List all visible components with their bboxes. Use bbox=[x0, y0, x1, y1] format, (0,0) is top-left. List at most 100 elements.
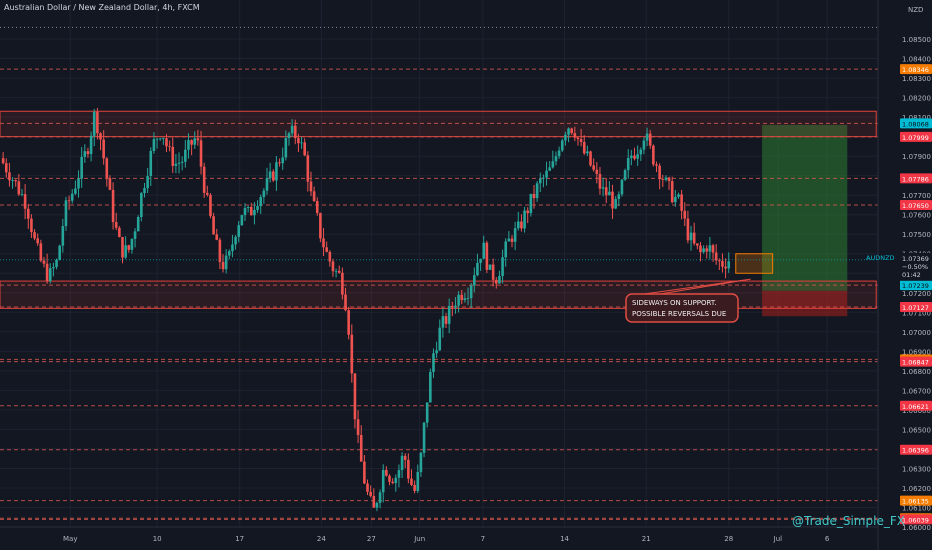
price-badge-label: 1.08346 bbox=[902, 66, 929, 74]
candle-body bbox=[331, 261, 335, 272]
candle-body bbox=[17, 181, 21, 195]
candle-body bbox=[130, 238, 134, 250]
candle-body bbox=[136, 217, 140, 232]
candle-body bbox=[655, 164, 658, 166]
candle-body bbox=[171, 146, 175, 166]
annotation-callout[interactable]: SIDEWAYS ON SUPPORT. POSSIBLE REVERSALS D… bbox=[625, 278, 751, 323]
candle-body bbox=[488, 264, 492, 270]
candle-body bbox=[639, 149, 643, 155]
candle-body bbox=[146, 175, 149, 189]
y-tick-label: 1.08100 bbox=[902, 114, 931, 122]
candle-body bbox=[67, 200, 71, 202]
candle-body bbox=[526, 210, 530, 214]
price-badge-label: 1.06135 bbox=[902, 498, 929, 506]
candle-body bbox=[548, 167, 551, 171]
candle-body bbox=[454, 305, 457, 308]
candle-body bbox=[92, 111, 96, 136]
current-price-box bbox=[900, 252, 932, 281]
candle-body bbox=[372, 495, 376, 508]
candle-body bbox=[26, 208, 30, 219]
candle-body bbox=[202, 166, 206, 193]
current-price-label: AUDNZD 1.07369−0.50%01:42 bbox=[866, 252, 932, 281]
candle-body bbox=[520, 221, 523, 229]
candle-body bbox=[11, 180, 14, 181]
y-tick-label: 1.06100 bbox=[902, 504, 931, 512]
candle-body bbox=[58, 245, 61, 260]
candle-body bbox=[231, 244, 234, 252]
consolidation-box bbox=[735, 253, 774, 274]
candle-body bbox=[293, 125, 297, 139]
candle-body bbox=[124, 245, 127, 258]
current-price-countdown: 01:42 bbox=[902, 271, 921, 279]
candle-body bbox=[636, 154, 639, 159]
candle-body bbox=[400, 455, 404, 471]
candle-body bbox=[460, 294, 464, 301]
currency-label: NZD bbox=[908, 6, 923, 14]
candle-body bbox=[494, 279, 498, 284]
candle-body bbox=[573, 133, 577, 138]
candle-body bbox=[451, 305, 454, 308]
candle-body bbox=[447, 305, 451, 324]
candle-body bbox=[309, 181, 313, 192]
candle-body bbox=[177, 162, 181, 164]
candle-body bbox=[8, 172, 11, 181]
candle-body bbox=[133, 231, 137, 239]
candle-body bbox=[727, 261, 731, 269]
candle-body bbox=[441, 316, 445, 328]
price-badge bbox=[900, 280, 932, 291]
candle-body bbox=[714, 252, 718, 261]
price-badge bbox=[900, 199, 932, 210]
candle-body bbox=[642, 140, 646, 150]
stop-zone bbox=[762, 290, 848, 317]
candle-body bbox=[407, 459, 410, 479]
candle-body bbox=[419, 452, 423, 473]
candle-body bbox=[366, 483, 369, 492]
y-tick-label: 1.06000 bbox=[902, 524, 931, 532]
current-price-value: 1.07369 bbox=[902, 255, 929, 263]
y-tick-label: 1.07700 bbox=[902, 192, 931, 200]
candle-body bbox=[14, 180, 18, 182]
candle-body bbox=[108, 178, 112, 190]
callout-pointer bbox=[643, 278, 751, 295]
candle-body bbox=[397, 470, 401, 478]
y-tick-label: 1.08300 bbox=[902, 75, 931, 83]
candle-body bbox=[686, 218, 690, 241]
candle-body bbox=[595, 169, 599, 174]
candle-body bbox=[36, 238, 39, 244]
callout-line-2: POSSIBLE REVERSALS DUE bbox=[632, 310, 726, 318]
candle-body bbox=[623, 170, 627, 180]
candle-body bbox=[413, 484, 416, 491]
price-badge bbox=[900, 64, 932, 75]
candle-body bbox=[538, 178, 542, 184]
x-tick-label: 7 bbox=[481, 535, 485, 543]
candle-body bbox=[306, 155, 310, 182]
candle-body bbox=[224, 255, 228, 270]
candle-body bbox=[83, 151, 87, 157]
candle-body bbox=[297, 138, 300, 144]
time-axis: May 10 17 24 27 Jun 7 14 21 28 Jul 6 bbox=[0, 526, 878, 543]
candle-body bbox=[711, 245, 715, 253]
candle-body bbox=[118, 227, 121, 238]
candle-body bbox=[378, 492, 382, 503]
y-tick-label: 1.06200 bbox=[902, 485, 931, 493]
y-tick-label: 1.07000 bbox=[902, 329, 931, 337]
y-tick-label: 1.06900 bbox=[902, 348, 931, 356]
candle-body bbox=[542, 177, 545, 179]
price-badge-label: 1.07786 bbox=[902, 175, 929, 183]
candle-body bbox=[80, 156, 83, 179]
candle-body bbox=[86, 151, 90, 155]
candle-body bbox=[670, 181, 674, 203]
candle-body bbox=[312, 191, 316, 202]
candle-body bbox=[416, 472, 420, 491]
x-tick-label: 17 bbox=[235, 535, 244, 543]
candle-body bbox=[140, 193, 143, 218]
candle-body bbox=[74, 188, 77, 194]
candle-body bbox=[359, 435, 363, 462]
candle-body bbox=[532, 193, 536, 199]
candle-body bbox=[611, 191, 614, 209]
candle-body bbox=[617, 194, 621, 199]
y-tick-label: 1.08500 bbox=[902, 36, 931, 44]
candle-body bbox=[319, 213, 322, 239]
price-badge bbox=[900, 495, 932, 506]
